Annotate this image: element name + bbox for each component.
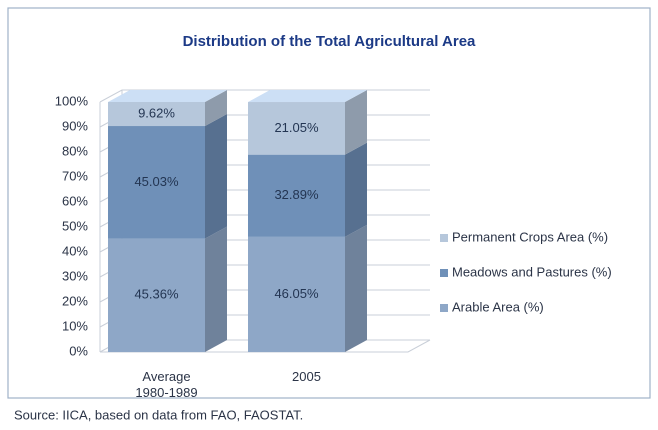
chart-title: Distribution of the Total Agricultural A…	[183, 33, 476, 50]
value-label: 45.36%	[134, 287, 179, 302]
x-tick-label: 2005	[292, 369, 321, 384]
x-tick-label: Average 1980-1989	[135, 369, 197, 400]
legend-label: Permanent Crops Area (%)	[452, 229, 608, 244]
y-tick-label: 40%	[62, 243, 88, 258]
legend-swatch	[440, 269, 448, 277]
bar-side	[205, 226, 227, 352]
y-tick-label: 20%	[62, 293, 88, 308]
bar-side	[205, 114, 227, 239]
value-label: 9.62%	[138, 105, 175, 120]
legend-label: Meadows and Pastures (%)	[452, 264, 612, 279]
bar-top	[108, 89, 227, 102]
x-tick-label-line: 1980-1989	[135, 385, 197, 400]
y-tick-label: 100%	[55, 93, 89, 108]
bar-segment	[248, 236, 345, 352]
y-tick-label: 0%	[69, 343, 88, 358]
legend-swatch	[440, 304, 448, 312]
value-label: 45.03%	[134, 174, 179, 189]
source-note: Source: IICA, based on data from FAO, FA…	[14, 407, 303, 422]
legend-label: Arable Area (%)	[452, 299, 544, 314]
y-tick-label: 10%	[62, 318, 88, 333]
value-label: 32.89%	[274, 187, 319, 202]
bar-segment	[248, 154, 345, 237]
frame	[7, 7, 651, 399]
bar-side	[345, 224, 367, 352]
y-tick-label: 70%	[62, 168, 88, 183]
bar-segment	[248, 102, 345, 155]
bar-segment	[108, 238, 205, 352]
bar-segment	[108, 126, 205, 239]
y-tick-label: 50%	[62, 218, 88, 233]
y-tick-label: 60%	[62, 193, 88, 208]
bar-side	[205, 89, 227, 127]
bar-segment	[108, 101, 205, 127]
value-label: 21.05%	[274, 120, 319, 135]
value-label: 46.05%	[274, 286, 319, 301]
bar-top	[248, 90, 367, 103]
bar-side	[345, 142, 367, 237]
y-tick-label: 90%	[62, 118, 88, 133]
y-tick-label: 30%	[62, 268, 88, 283]
legend-swatch	[440, 234, 448, 242]
x-tick-label-line: 2005	[292, 369, 321, 384]
y-tick-label: 80%	[62, 143, 88, 158]
bar-side	[345, 90, 367, 155]
x-tick-label-line: Average	[142, 369, 190, 384]
